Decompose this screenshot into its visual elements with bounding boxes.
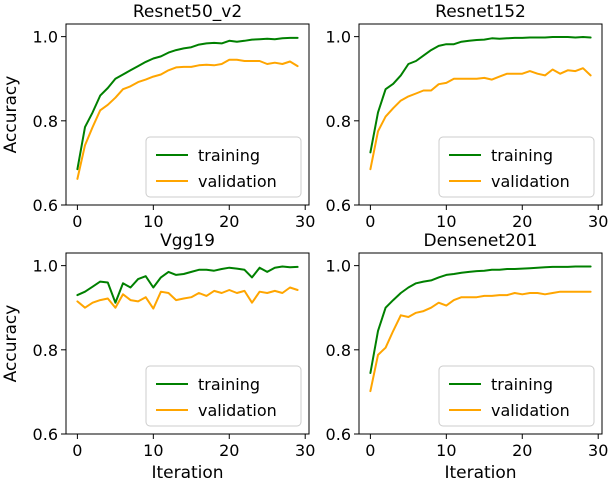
x-axis-label: Iteration [444, 463, 516, 483]
series-line-validation [369, 67, 592, 171]
x-tick-label: 0 [72, 441, 82, 460]
series-line-training [76, 265, 299, 304]
y-tick-label: 0.8 [33, 341, 58, 360]
legend-label: training [491, 146, 553, 165]
y-tick-label: 0.8 [33, 112, 58, 131]
plot-frame [65, 252, 310, 435]
y-axis-label: Accuracy [1, 76, 21, 154]
y-tick-label: 0.8 [326, 341, 351, 360]
legend: training validation [438, 136, 595, 198]
legend-label: training [198, 146, 260, 165]
legend: training validation [145, 136, 302, 198]
x-axis-label: Iteration [151, 463, 223, 483]
series-line-training [369, 265, 592, 374]
plot-frame [65, 23, 310, 206]
legend: training validation [438, 365, 595, 427]
x-tick-label: 20 [219, 212, 239, 231]
subplot-0: Resnet50_v2 0 10 20 30 0.6 0.8 1.0 Accuracy train… [1, 2, 315, 231]
x-tick-label: 10 [143, 212, 163, 231]
y-tick-label: 0.6 [33, 196, 58, 215]
y-tick-label: 1.0 [326, 28, 351, 47]
y-tick-label: 0.6 [33, 425, 58, 444]
chart-title: Resnet152 [435, 2, 526, 22]
plot-frame [358, 23, 603, 206]
x-tick-label: 30 [295, 441, 315, 460]
y-tick-label: 0.6 [326, 196, 351, 215]
x-tick-label: 0 [365, 441, 375, 460]
x-tick-label: 20 [512, 441, 532, 460]
y-tick-label: 0.6 [326, 425, 351, 444]
x-tick-label: 10 [436, 212, 456, 231]
x-tick-label: 30 [588, 212, 608, 231]
legend-label: validation [198, 401, 277, 420]
y-axis-label: Accuracy [1, 305, 21, 383]
legend-label: validation [198, 172, 277, 191]
y-tick-label: 1.0 [326, 257, 351, 276]
subplot-3: Densenet201 0 10 20 30 0.6 0.8 1.0 Iteration trai… [326, 231, 609, 483]
x-tick-label: 30 [588, 441, 608, 460]
x-tick-label: 0 [72, 212, 82, 231]
legend-label: training [198, 375, 260, 394]
legend-label: training [491, 375, 553, 394]
series-line-training [369, 36, 592, 154]
series-line-training [76, 36, 299, 171]
series-line-validation [369, 290, 592, 393]
y-tick-label: 1.0 [33, 28, 58, 47]
plot-frame [358, 252, 603, 435]
y-tick-label: 0.8 [326, 112, 351, 131]
legend-label: validation [491, 401, 570, 420]
chart-title: Vgg19 [160, 231, 215, 251]
subplot-2: Vgg19 0 10 20 30 0.6 0.8 1.0 Accuracy Iteration tr… [1, 231, 315, 483]
x-tick-label: 30 [295, 212, 315, 231]
x-tick-label: 20 [219, 441, 239, 460]
x-tick-label: 20 [512, 212, 532, 231]
series-line-validation [76, 286, 299, 310]
legend: training validation [145, 365, 302, 427]
x-tick-label: 10 [436, 441, 456, 460]
x-tick-label: 10 [143, 441, 163, 460]
x-tick-label: 0 [365, 212, 375, 231]
subplot-1: Resnet152 0 10 20 30 0.6 0.8 1.0 training validat… [326, 2, 609, 231]
series-line-validation [76, 58, 299, 180]
y-tick-label: 1.0 [33, 257, 58, 276]
chart-title: Densenet201 [424, 231, 538, 251]
chart-title: Resnet50_v2 [133, 2, 242, 22]
legend-label: validation [491, 172, 570, 191]
